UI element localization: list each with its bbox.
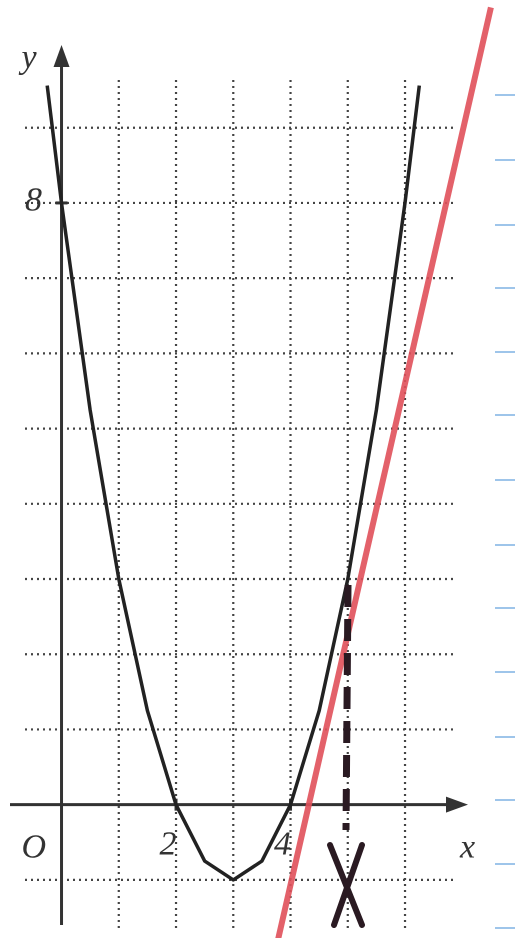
y-tick-label: 8 — [25, 182, 42, 219]
page-edge-marks — [495, 94, 515, 929]
origin-label: O — [22, 828, 47, 865]
y-axis-arrow — [53, 45, 70, 67]
x-axis-arrow — [446, 796, 468, 813]
y-axis-label: y — [19, 39, 38, 76]
curve — [45, 85, 422, 882]
dashed-drop-line — [342, 584, 352, 831]
curve — [275, 6, 494, 938]
x-tick-label: 2 — [160, 825, 177, 862]
x-tick-label: 4 — [274, 825, 291, 862]
cross-mark — [327, 842, 365, 928]
grid — [25, 80, 455, 930]
plot — [45, 6, 494, 938]
x-axis-label: x — [459, 828, 475, 865]
